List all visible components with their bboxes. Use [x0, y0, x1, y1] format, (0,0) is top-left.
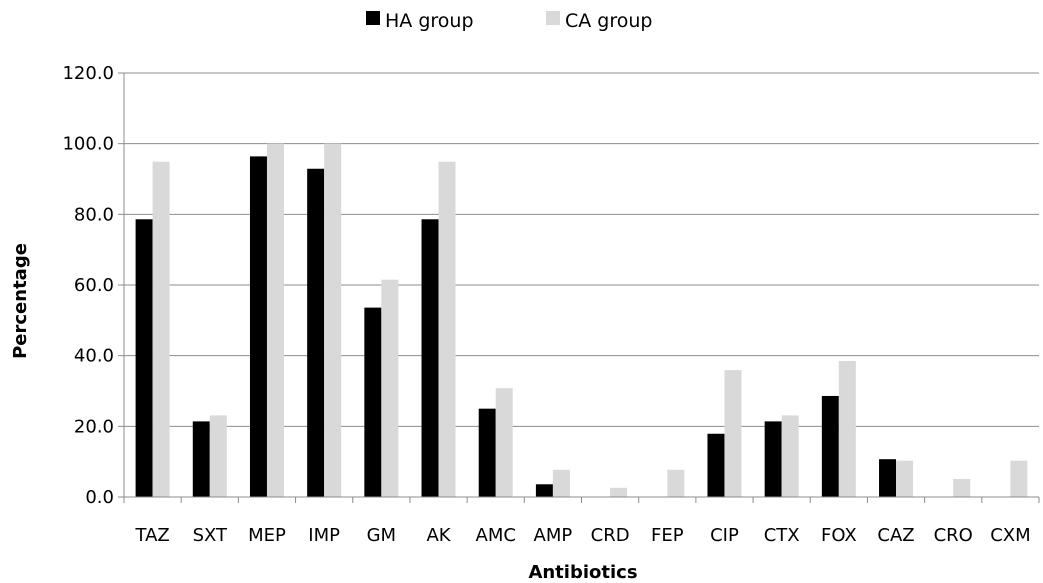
x-tick-label-taz: TAZ: [134, 525, 169, 546]
bar-ca-group-cro: [953, 478, 971, 497]
x-tick-label-amc: AMC: [476, 525, 516, 546]
bar-ha-group-sxt: [192, 421, 210, 497]
bar-ha-group-amc: [478, 408, 496, 497]
bar-ha-group-caz: [879, 459, 897, 497]
bar-ca-group-sxt: [209, 415, 227, 497]
legend-label-ca-group: CA group: [565, 10, 653, 32]
bar-ha-group-imp: [307, 168, 325, 497]
bar-ca-group-cxm: [1010, 460, 1028, 497]
x-tick-label-ctx: CTX: [764, 525, 800, 546]
x-tick-label-cip: CIP: [710, 525, 739, 546]
bar-ca-group-ctx: [781, 415, 799, 497]
x-tick-label-mep: MEP: [248, 525, 286, 546]
bar-ha-group-gm: [364, 307, 382, 497]
x-tick-label-sxt: SXT: [193, 525, 228, 546]
x-tick-label-cxm: CXM: [990, 525, 1030, 546]
legend-swatch-ha-group: [366, 11, 380, 25]
bar-ha-group-ctx: [764, 421, 782, 497]
bar-ha-group-ak: [421, 219, 439, 497]
bar-ca-group-gm: [381, 279, 399, 497]
bar-ca-group-crd: [610, 487, 628, 497]
legend-swatch-ca-group: [546, 11, 560, 25]
x-tick-label-gm: GM: [367, 525, 396, 546]
x-tick-label-crd: CRD: [591, 525, 630, 546]
x-axis: TAZ SXT MEP IMP GM AK AMC AMP CRD FEP CIP CTX FOX CAZ…: [123, 496, 1040, 546]
bar-ca-group-imp: [324, 143, 342, 497]
bar-ha-group-taz: [135, 219, 153, 497]
bar-ca-group-fox: [838, 360, 856, 497]
bar-ca-group-fep: [667, 469, 685, 497]
bar-ca-group-amp: [552, 469, 570, 497]
x-tick-label-imp: IMP: [308, 525, 340, 546]
legend-label-ha-group: HA group: [385, 10, 474, 32]
bar-ca-group-mep: [266, 143, 284, 497]
x-tick-label-ak: AK: [426, 525, 451, 546]
x-tick-label-cro: CRO: [934, 525, 973, 546]
bar-ca-group-caz: [896, 460, 914, 497]
x-tick-label-amp: AMP: [534, 525, 573, 546]
bar-ha-group-mep: [249, 156, 267, 498]
bar-ca-group-taz: [152, 161, 170, 498]
bar-ha-group-amp: [535, 484, 553, 497]
x-tick-label-fep: FEP: [651, 525, 684, 546]
y-tick-label: 80.0: [74, 204, 114, 225]
x-tick-label-caz: CAZ: [877, 525, 914, 546]
y-tick-label: 0.0: [85, 487, 114, 508]
bar-ca-group-cip: [724, 370, 742, 497]
x-tick-label-fox: FOX: [821, 525, 857, 546]
legend: HA group CA group: [366, 10, 653, 32]
bar-ca-group-ak: [438, 161, 456, 498]
y-tick-label: 40.0: [74, 346, 114, 367]
y-tick-label: 60.0: [74, 275, 114, 296]
y-tick-label: 120.0: [62, 63, 114, 84]
x-axis-title: Antibiotics: [528, 562, 637, 583]
y-axis-title: Percentage: [10, 243, 31, 359]
bar-ha-group-fox: [821, 395, 839, 497]
y-tick-label: 20.0: [74, 416, 114, 437]
bar-ca-group-amc: [495, 388, 513, 497]
bars: [135, 143, 1028, 498]
y-axis: 0.0 20.0 40.0 60.0 80.0 100.0 120.0: [62, 63, 125, 508]
bar-ha-group-cip: [707, 433, 725, 497]
y-tick-label: 100.0: [62, 134, 114, 155]
